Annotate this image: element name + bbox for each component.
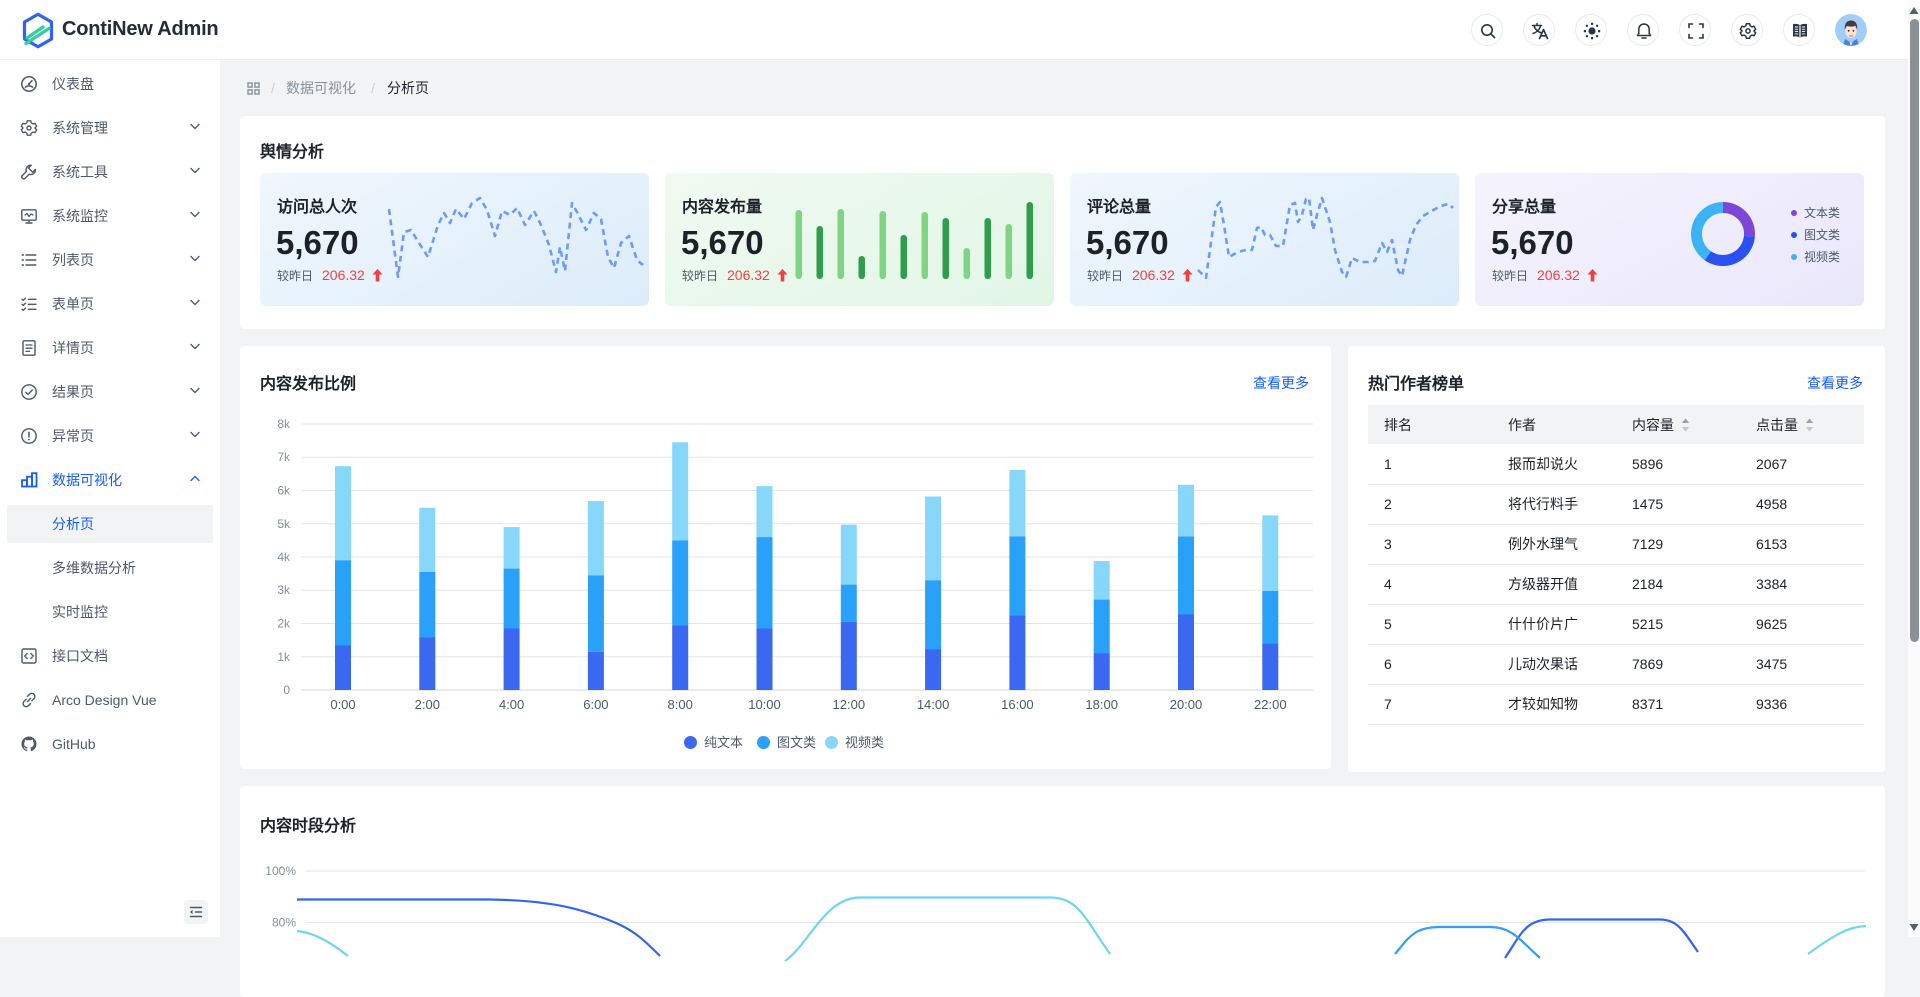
svg-text:2:00: 2:00 — [415, 697, 440, 712]
svg-text:20:00: 20:00 — [1170, 697, 1203, 712]
svg-text:8k: 8k — [277, 417, 291, 431]
svg-text:8:00: 8:00 — [668, 697, 693, 712]
svg-text:12:00: 12:00 — [833, 697, 866, 712]
svg-text:7k: 7k — [277, 450, 291, 464]
svg-text:1k: 1k — [277, 650, 291, 664]
svg-text:6:00: 6:00 — [583, 697, 608, 712]
svg-text:3k: 3k — [277, 583, 291, 597]
svg-text:14:00: 14:00 — [917, 697, 950, 712]
svg-text:0:00: 0:00 — [330, 697, 355, 712]
svg-text:80%: 80% — [272, 916, 296, 930]
svg-text:4k: 4k — [277, 550, 291, 564]
svg-text:0: 0 — [283, 683, 290, 697]
svg-text:6k: 6k — [277, 484, 291, 498]
svg-text:5k: 5k — [277, 517, 291, 531]
svg-text:10:00: 10:00 — [748, 697, 781, 712]
svg-text:22:00: 22:00 — [1254, 697, 1287, 712]
svg-text:100%: 100% — [265, 864, 296, 878]
svg-text:4:00: 4:00 — [499, 697, 524, 712]
svg-text:2k: 2k — [277, 617, 291, 631]
svg-text:16:00: 16:00 — [1001, 697, 1034, 712]
svg-text:18:00: 18:00 — [1085, 697, 1118, 712]
